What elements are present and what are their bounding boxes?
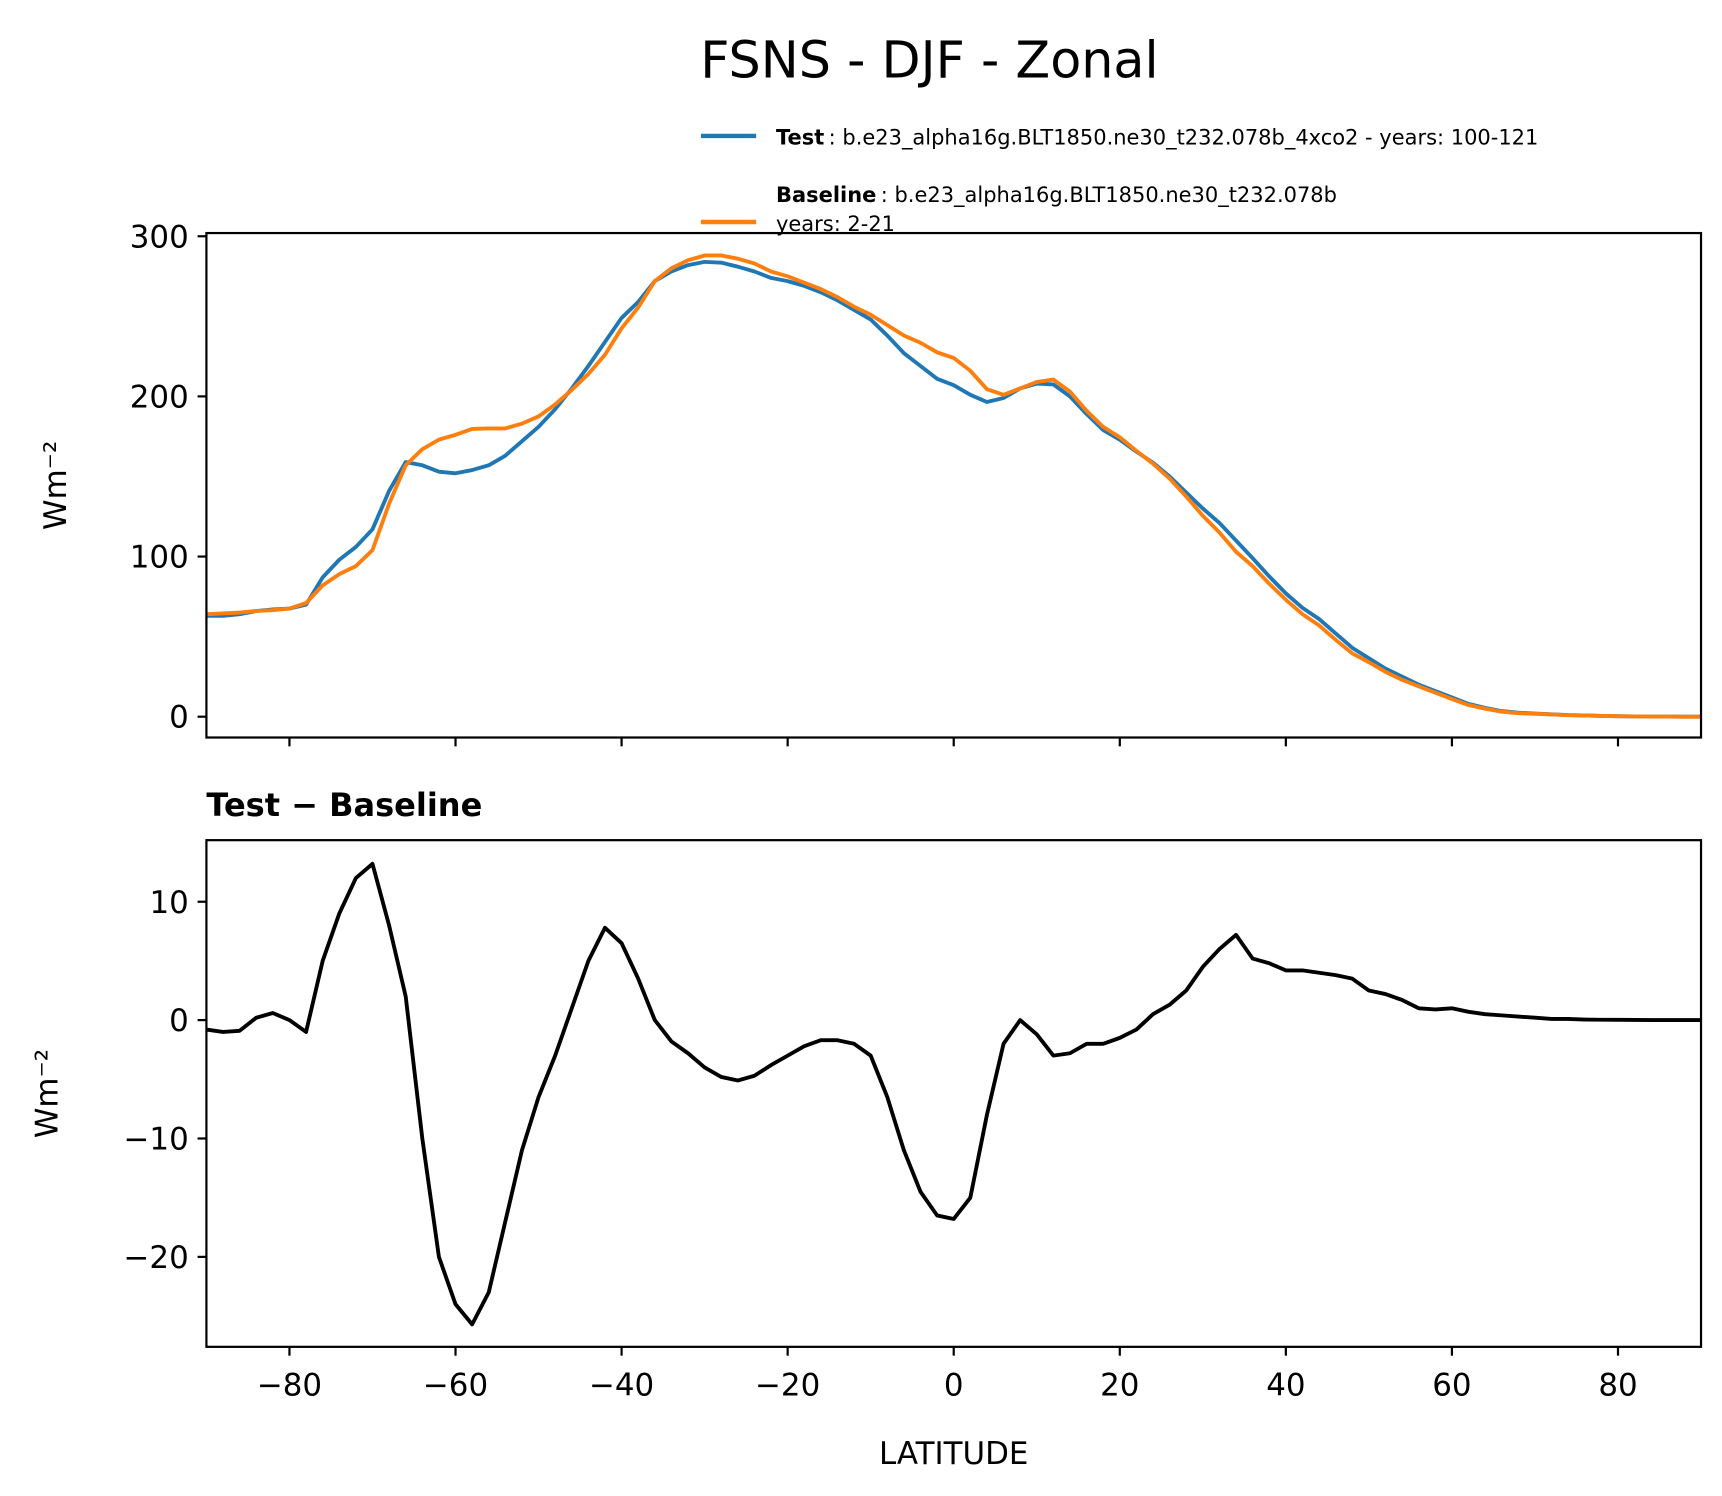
x-tick-label: 20: [1100, 1367, 1139, 1403]
y-tick-label: 300: [130, 219, 189, 255]
panel-title: Test − Baseline: [206, 786, 482, 824]
y-tick-label: −20: [124, 1240, 189, 1276]
legend-description: : b.e23_alpha16g.BLT1850.ne30_t232.078b: [881, 183, 1337, 208]
x-tick-label: 80: [1598, 1367, 1637, 1403]
y-tick-label: 100: [130, 540, 189, 576]
y-tick-label: 0: [169, 1003, 189, 1039]
y-tick-label: 200: [130, 379, 189, 415]
x-tick-label: 40: [1266, 1367, 1305, 1403]
legend-name: Baseline: [776, 183, 876, 207]
plot-area: [206, 253, 1702, 719]
y-axis-label: Wm⁻²: [29, 1049, 65, 1138]
x-tick-label: −80: [257, 1367, 322, 1403]
x-tick-label: 0: [944, 1367, 964, 1403]
x-tick-label: −20: [755, 1367, 820, 1403]
figure-title: FSNS - DJF - Zonal: [700, 30, 1158, 89]
y-tick-label: −10: [124, 1122, 189, 1158]
x-axis-label: LATITUDE: [879, 1436, 1028, 1472]
legend-description: years: 2-21: [776, 212, 895, 236]
plot-area: [206, 861, 1702, 1327]
y-axis-label: Wm⁻²: [38, 441, 74, 530]
data-line: [206, 253, 1702, 719]
legend-name: Test: [776, 126, 824, 150]
data-line: [206, 861, 1702, 1327]
legend-entry: Test: b.e23_alpha16g.BLT1850.ne30_t232.0…: [776, 126, 1538, 151]
y-tick-label: 0: [169, 700, 189, 736]
x-tick-label: −60: [423, 1367, 488, 1403]
legend-entry: Baseline: b.e23_alpha16g.BLT1850.ne30_t2…: [776, 183, 1337, 208]
x-tick-label: −40: [589, 1367, 654, 1403]
legend-description: : b.e23_alpha16g.BLT1850.ne30_t232.078b_…: [829, 126, 1539, 151]
y-tick-label: 10: [149, 885, 188, 921]
x-tick-label: 60: [1432, 1367, 1471, 1403]
